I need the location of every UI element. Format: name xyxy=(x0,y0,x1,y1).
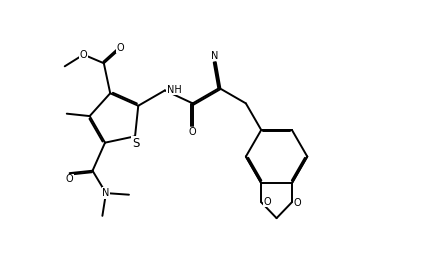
Text: S: S xyxy=(132,137,139,150)
Text: O: O xyxy=(116,43,124,53)
Text: O: O xyxy=(263,197,271,207)
Text: NH: NH xyxy=(167,85,182,95)
Text: O: O xyxy=(294,198,301,208)
Text: N: N xyxy=(211,51,218,61)
Text: N: N xyxy=(102,188,110,198)
Text: O: O xyxy=(80,50,87,60)
Text: O: O xyxy=(66,174,73,184)
Text: O: O xyxy=(189,128,197,137)
